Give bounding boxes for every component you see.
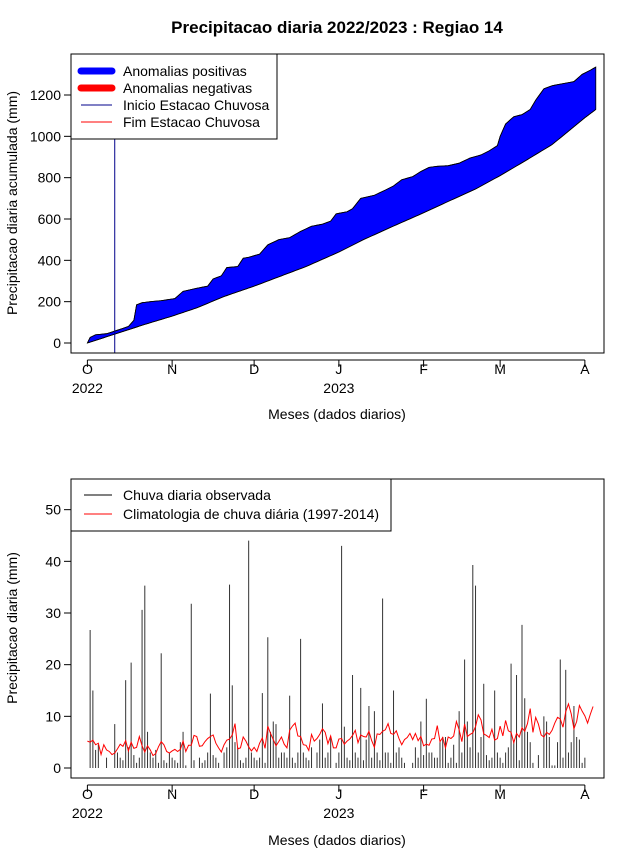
legend-label-observed: Chuva diaria observada (123, 487, 271, 503)
cumulative-x-year-label: 2023 (323, 380, 354, 396)
observed-cumulative-line (87, 66, 596, 344)
cumulative-x-tick-label: J (335, 361, 342, 377)
cumulative-plot-frame (70, 53, 605, 354)
cumulative-y-tick-label: 400 (38, 252, 62, 268)
cumulative-y-tick-label: 200 (38, 294, 62, 310)
cumulative-x-tick-label: F (419, 361, 428, 377)
daily-x-tick-label: F (419, 786, 428, 802)
cumulative-y-tick-label: 1200 (30, 87, 61, 103)
cumulative-y-tick-label: 1000 (30, 128, 61, 144)
daily-y-tick-label: 0 (53, 760, 61, 776)
cumulative-x-tick-label: N (167, 361, 177, 377)
daily-x-tick-label: O (82, 786, 93, 802)
cumulative-x-tick-label: A (580, 361, 590, 377)
daily-chart: 0 10 20 30 40 50 O 2022 N D J 2023 F M A Meses (dados… (4, 478, 605, 848)
daily-x-year-label: 2022 (72, 805, 103, 821)
climatology-cumulative-line (87, 109, 597, 344)
daily-x-tick-label: N (167, 786, 177, 802)
cumulative-legend: Anomalias positivas Anomalias negativas … (70, 53, 278, 140)
daily-x-tick-label: J (335, 786, 342, 802)
daily-x-year-label: 2023 (323, 805, 354, 821)
cumulative-y-tick-label: 800 (38, 170, 62, 186)
cumulative-x-axis: O 2022 N D J 2023 F M A (72, 359, 590, 396)
legend-label-season-start: Inicio Estacao Chuvosa (123, 97, 270, 113)
daily-y-tick-label: 10 (45, 708, 61, 724)
daily-y-tick-label: 40 (45, 553, 61, 569)
cumulative-y-axis-label: Precipitacao diaria acumulada (mm) (4, 91, 20, 315)
cumulative-x-tick-label: D (249, 361, 259, 377)
cumulative-y-axis: 0 200 400 600 800 1000 1200 (30, 87, 71, 351)
daily-y-tick-label: 20 (45, 657, 61, 673)
cumulative-y-tick-label: 600 (38, 211, 62, 227)
daily-legend-box (70, 478, 392, 532)
cumulative-x-year-label: 2022 (72, 380, 103, 396)
cumulative-x-tick-label: O (82, 361, 93, 377)
climatology-line (87, 702, 594, 757)
cumulative-chart: Precipitacao diaria 2022/2023 : Regiao 1… (4, 18, 605, 422)
daily-plot-area (87, 540, 594, 768)
daily-x-tick-label: A (580, 786, 590, 802)
daily-y-axis-label: Precipitacao diaria (mm) (4, 552, 20, 704)
legend-label-season-end: Fim Estacao Chuvosa (123, 114, 260, 130)
daily-y-axis: 0 10 20 30 40 50 (45, 502, 71, 776)
cumulative-x-tick-label: M (494, 361, 506, 377)
legend-label-climatology: Climatologia de chuva diária (1997-2014) (123, 506, 379, 522)
daily-x-tick-label: D (249, 786, 259, 802)
chart-title: Precipitacao diaria 2022/2023 : Regiao 1… (171, 18, 503, 37)
daily-y-tick-label: 30 (45, 605, 61, 621)
daily-legend: Chuva diaria observada Climatologia de c… (70, 478, 392, 532)
daily-x-axis: O 2022 N D J 2023 F M A (72, 784, 590, 821)
daily-y-tick-label: 50 (45, 502, 61, 518)
cumulative-y-tick-label: 0 (53, 335, 61, 351)
legend-label-negative: Anomalias negativas (123, 80, 252, 96)
daily-x-axis-label: Meses (dados diarios) (268, 832, 406, 848)
daily-x-tick-label: M (494, 786, 506, 802)
legend-label-positive: Anomalias positivas (123, 63, 247, 79)
cumulative-x-axis-label: Meses (dados diarios) (268, 406, 406, 422)
